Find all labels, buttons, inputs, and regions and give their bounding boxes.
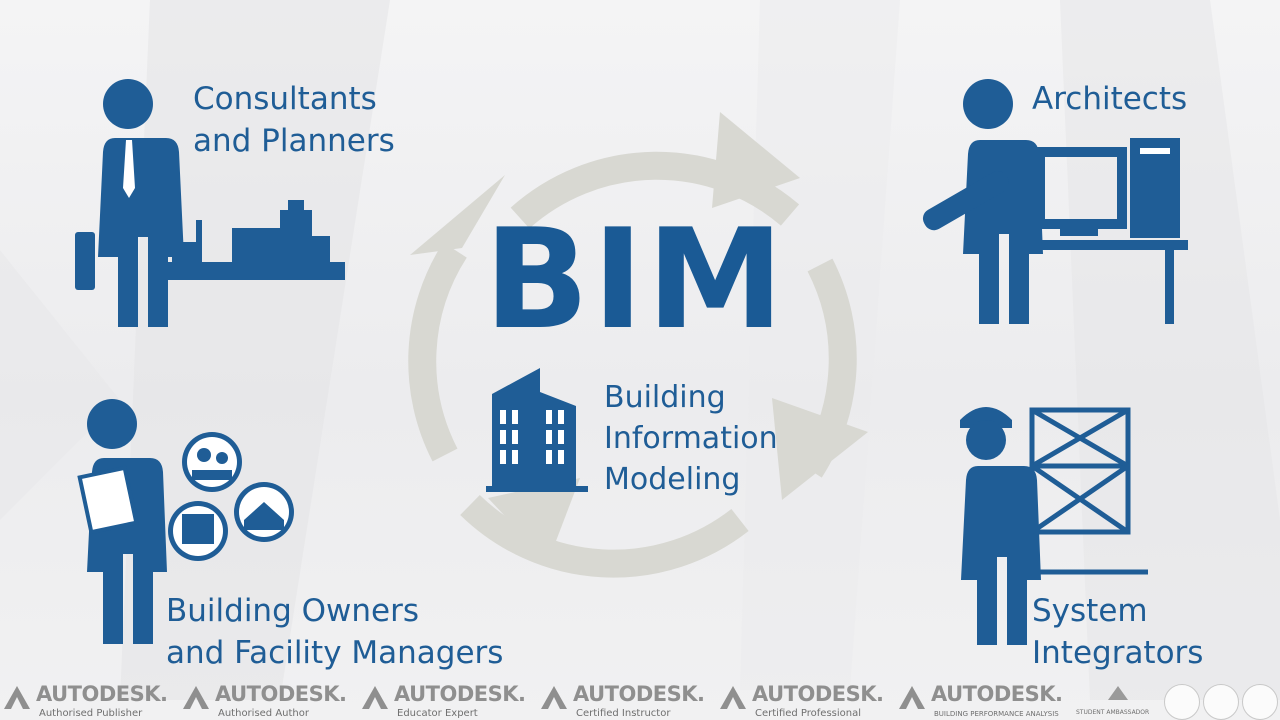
badge-brand: AUTODESK. [752,682,884,706]
autodesk-logo-icon [720,686,746,709]
subtitle-line-3: Modeling [604,462,741,497]
badge-cert: Certified Instructor [576,708,671,719]
autodesk-logo-icon [899,686,925,709]
owners-label: Building Owners and Facility Managers [166,590,503,674]
city-skyline-icon [165,200,345,280]
badge-brand: AUTODESK. [36,682,168,706]
bim-subtitle: Building Information Modeling [604,377,778,500]
autodesk-logo-icon [183,686,209,709]
badge-cert: Authorised Publisher [39,708,143,719]
product-badge-1-icon [1164,684,1200,720]
autodesk-logo-icon [4,686,30,709]
architect-person-icon [922,79,1043,324]
autodesk-badge-3: AUTODESK. Educator Expert [360,682,535,720]
owner-person-icon [74,399,167,644]
autodesk-badge-6: AUTODESK. BUILDING PERFORMANCE ANALYSIS [897,682,1072,720]
autodesk-logo-icon [362,686,388,709]
autodesk-badge-1: AUTODESK. Authorised Publisher [2,682,177,720]
subtitle-line-2: Information [604,421,778,456]
badge-brand: AUTODESK. [931,682,1063,706]
consultants-line-2: and Planners [193,123,395,159]
ambassador-label: STUDENT AMBASSADOR [1076,709,1150,716]
ambassador-logo-icon [1108,686,1128,700]
computer-desk-icon [1025,138,1188,324]
integrators-line-2: Integrators [1032,635,1204,671]
autodesk-badge-2: AUTODESK. Authorised Author [181,682,356,720]
consultant-person-icon [75,79,184,327]
bim-title: BIM [484,199,787,360]
cycle-arrowheads [410,112,868,562]
building-icon [486,368,588,492]
student-ambassador-badge: STUDENT AMBASSADOR [1076,682,1160,720]
scaffold-icon [1018,407,1148,575]
badge-brand: AUTODESK. [215,682,347,706]
integrators-label: System Integrators [1032,590,1203,674]
owners-line-1: Building Owners [166,593,419,629]
badge-cert: Authorised Author [218,708,310,719]
badge-cert: BUILDING PERFORMANCE ANALYSIS [934,710,1059,718]
integrators-line-1: System [1032,593,1148,629]
badge-cert: Certified Professional [755,708,862,719]
product-badge-3-icon [1242,684,1278,720]
badge-brand: AUTODESK. [394,682,526,706]
integrator-person-icon [948,407,1041,645]
property-circles-icon [168,432,294,561]
consultants-line-1: Consultants [193,81,377,117]
autodesk-badge-4: AUTODESK. Certified Instructor [539,682,714,720]
autodesk-badge-5: AUTODESK. Certified Professional [718,682,893,720]
badge-brand: AUTODESK. [573,682,705,706]
subtitle-line-1: Building [604,380,726,415]
autodesk-logo-icon [541,686,567,709]
architects-label: Architects [1032,81,1188,117]
owners-line-2: and Facility Managers [166,635,504,671]
product-badge-2-icon [1203,684,1239,720]
badge-cert: Educator Expert [397,708,478,719]
consultants-label: Consultants and Planners [193,78,395,162]
